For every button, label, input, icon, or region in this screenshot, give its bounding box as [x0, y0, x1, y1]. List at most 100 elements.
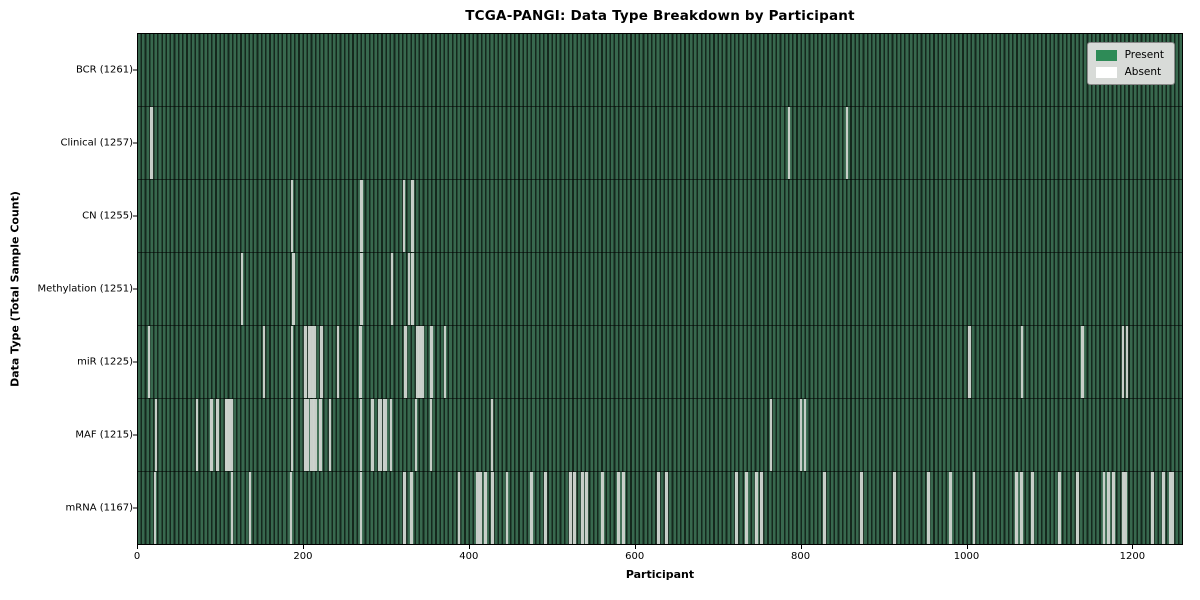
legend: Present Absent [1086, 42, 1175, 85]
absent-stripe [1020, 472, 1023, 544]
absent-stripe [484, 472, 487, 544]
chart-title: TCGA-PANGI: Data Type Breakdown by Parti… [465, 8, 855, 24]
absent-stripe [1076, 472, 1079, 544]
y-axis-ticks [133, 33, 137, 545]
absent-stripe [823, 472, 826, 544]
absent-stripe [391, 253, 394, 325]
absent-stripe [860, 472, 863, 544]
absent-stripe [360, 180, 363, 252]
y-axis-labels: BCR (1261) Clinical (1257) CN (1255) Methyl… [0, 33, 133, 545]
absent-stripe [372, 399, 375, 471]
x-tick-mark [302, 545, 304, 549]
absent-stripe [491, 472, 494, 544]
absent-stripe [787, 107, 790, 179]
absent-stripe [1152, 472, 1155, 544]
absent-stripe [154, 399, 157, 471]
heatmap-row-cn [138, 179, 1182, 252]
absent-stripe [1103, 472, 1106, 544]
absent-stripe [263, 326, 265, 398]
x-axis-ticks [137, 545, 1183, 549]
absent-stripe [458, 472, 461, 544]
absent-stripe [313, 326, 316, 398]
absent-stripe [320, 399, 323, 471]
absent-stripe [411, 472, 414, 544]
y-tick-mark [133, 215, 137, 217]
absent-stripe [305, 326, 308, 398]
absent-stripe [407, 253, 410, 325]
absent-stripe [804, 399, 807, 471]
absent-stripe [735, 472, 738, 544]
absent-stripe [290, 472, 293, 544]
absent-stripe [506, 472, 509, 544]
x-tick-label: 1200 [1119, 551, 1146, 562]
y-tick-label: BCR (1261) [75, 64, 133, 76]
heatmap-row-mir [138, 325, 1182, 398]
absent-stripe [329, 399, 332, 471]
absent-stripe [1081, 326, 1084, 398]
absent-stripe [412, 180, 415, 252]
absent-stripe [1113, 472, 1116, 544]
absent-stripe [151, 107, 154, 179]
absent-stripe [574, 472, 577, 544]
absent-stripe [147, 326, 150, 398]
x-tick-label: 200 [293, 551, 313, 562]
absent-stripe [893, 472, 896, 544]
absent-stripe [360, 253, 363, 325]
heatmap-row-maf [138, 398, 1182, 471]
absent-stripe [412, 253, 415, 325]
absent-stripe [666, 472, 669, 544]
absent-stripe [479, 472, 482, 544]
absent-stripe [443, 326, 446, 398]
absent-stripe [308, 326, 311, 398]
absent-stripe [404, 326, 407, 398]
absent-stripe [1122, 326, 1125, 398]
absent-stripe [1032, 472, 1035, 544]
absent-stripe [403, 472, 406, 544]
legend-label-absent: Absent [1124, 66, 1162, 78]
absent-stripe [230, 399, 233, 471]
x-tick-mark [800, 545, 802, 549]
present-swatch [1095, 49, 1117, 61]
absent-stripe [618, 472, 621, 544]
heatmap-rows [138, 34, 1182, 544]
absent-stripe [402, 180, 405, 252]
absent-stripe [544, 472, 547, 544]
absent-stripe [760, 472, 763, 544]
y-tick-label: miR (1225) [77, 356, 133, 368]
absent-stripe [800, 399, 803, 471]
heatmap-row-methylation [138, 252, 1182, 325]
absent-stripe [230, 472, 233, 544]
absent-stripe [570, 472, 573, 544]
x-tick-label: 1000 [953, 551, 980, 562]
absent-stripe [657, 472, 660, 544]
x-axis-title: Participant [625, 568, 695, 581]
y-tick-label: CN (1255) [82, 210, 133, 222]
absent-stripe [315, 399, 318, 471]
legend-entry-absent: Absent [1095, 66, 1164, 78]
absent-stripe [973, 472, 976, 544]
y-tick-mark [133, 288, 137, 290]
x-axis-labels: 0 200 400 600 800 1000 1200 [134, 551, 1183, 565]
absent-stripe [430, 399, 433, 471]
legend-entry-present: Present [1095, 49, 1164, 61]
absent-stripe [359, 399, 362, 471]
absent-stripe [291, 180, 294, 252]
y-tick-mark [133, 507, 137, 509]
x-tick-label: 400 [459, 551, 479, 562]
absent-stripe [1016, 472, 1019, 544]
absent-stripe [476, 472, 479, 544]
legend-label-present: Present [1124, 49, 1164, 61]
absent-stripe [969, 326, 972, 398]
absent-stripe [379, 399, 382, 471]
y-tick-label: MAF (1215) [75, 429, 133, 441]
absent-stripe [1169, 472, 1172, 544]
absent-stripe [415, 399, 418, 471]
y-tick-mark [133, 434, 137, 436]
absent-stripe [1122, 472, 1125, 544]
plot-area: Present Absent [137, 33, 1183, 545]
absent-stripe [336, 326, 339, 398]
x-tick-mark [468, 545, 470, 549]
heatmap-row-mrna [138, 471, 1182, 544]
x-tick-label: 800 [791, 551, 811, 562]
